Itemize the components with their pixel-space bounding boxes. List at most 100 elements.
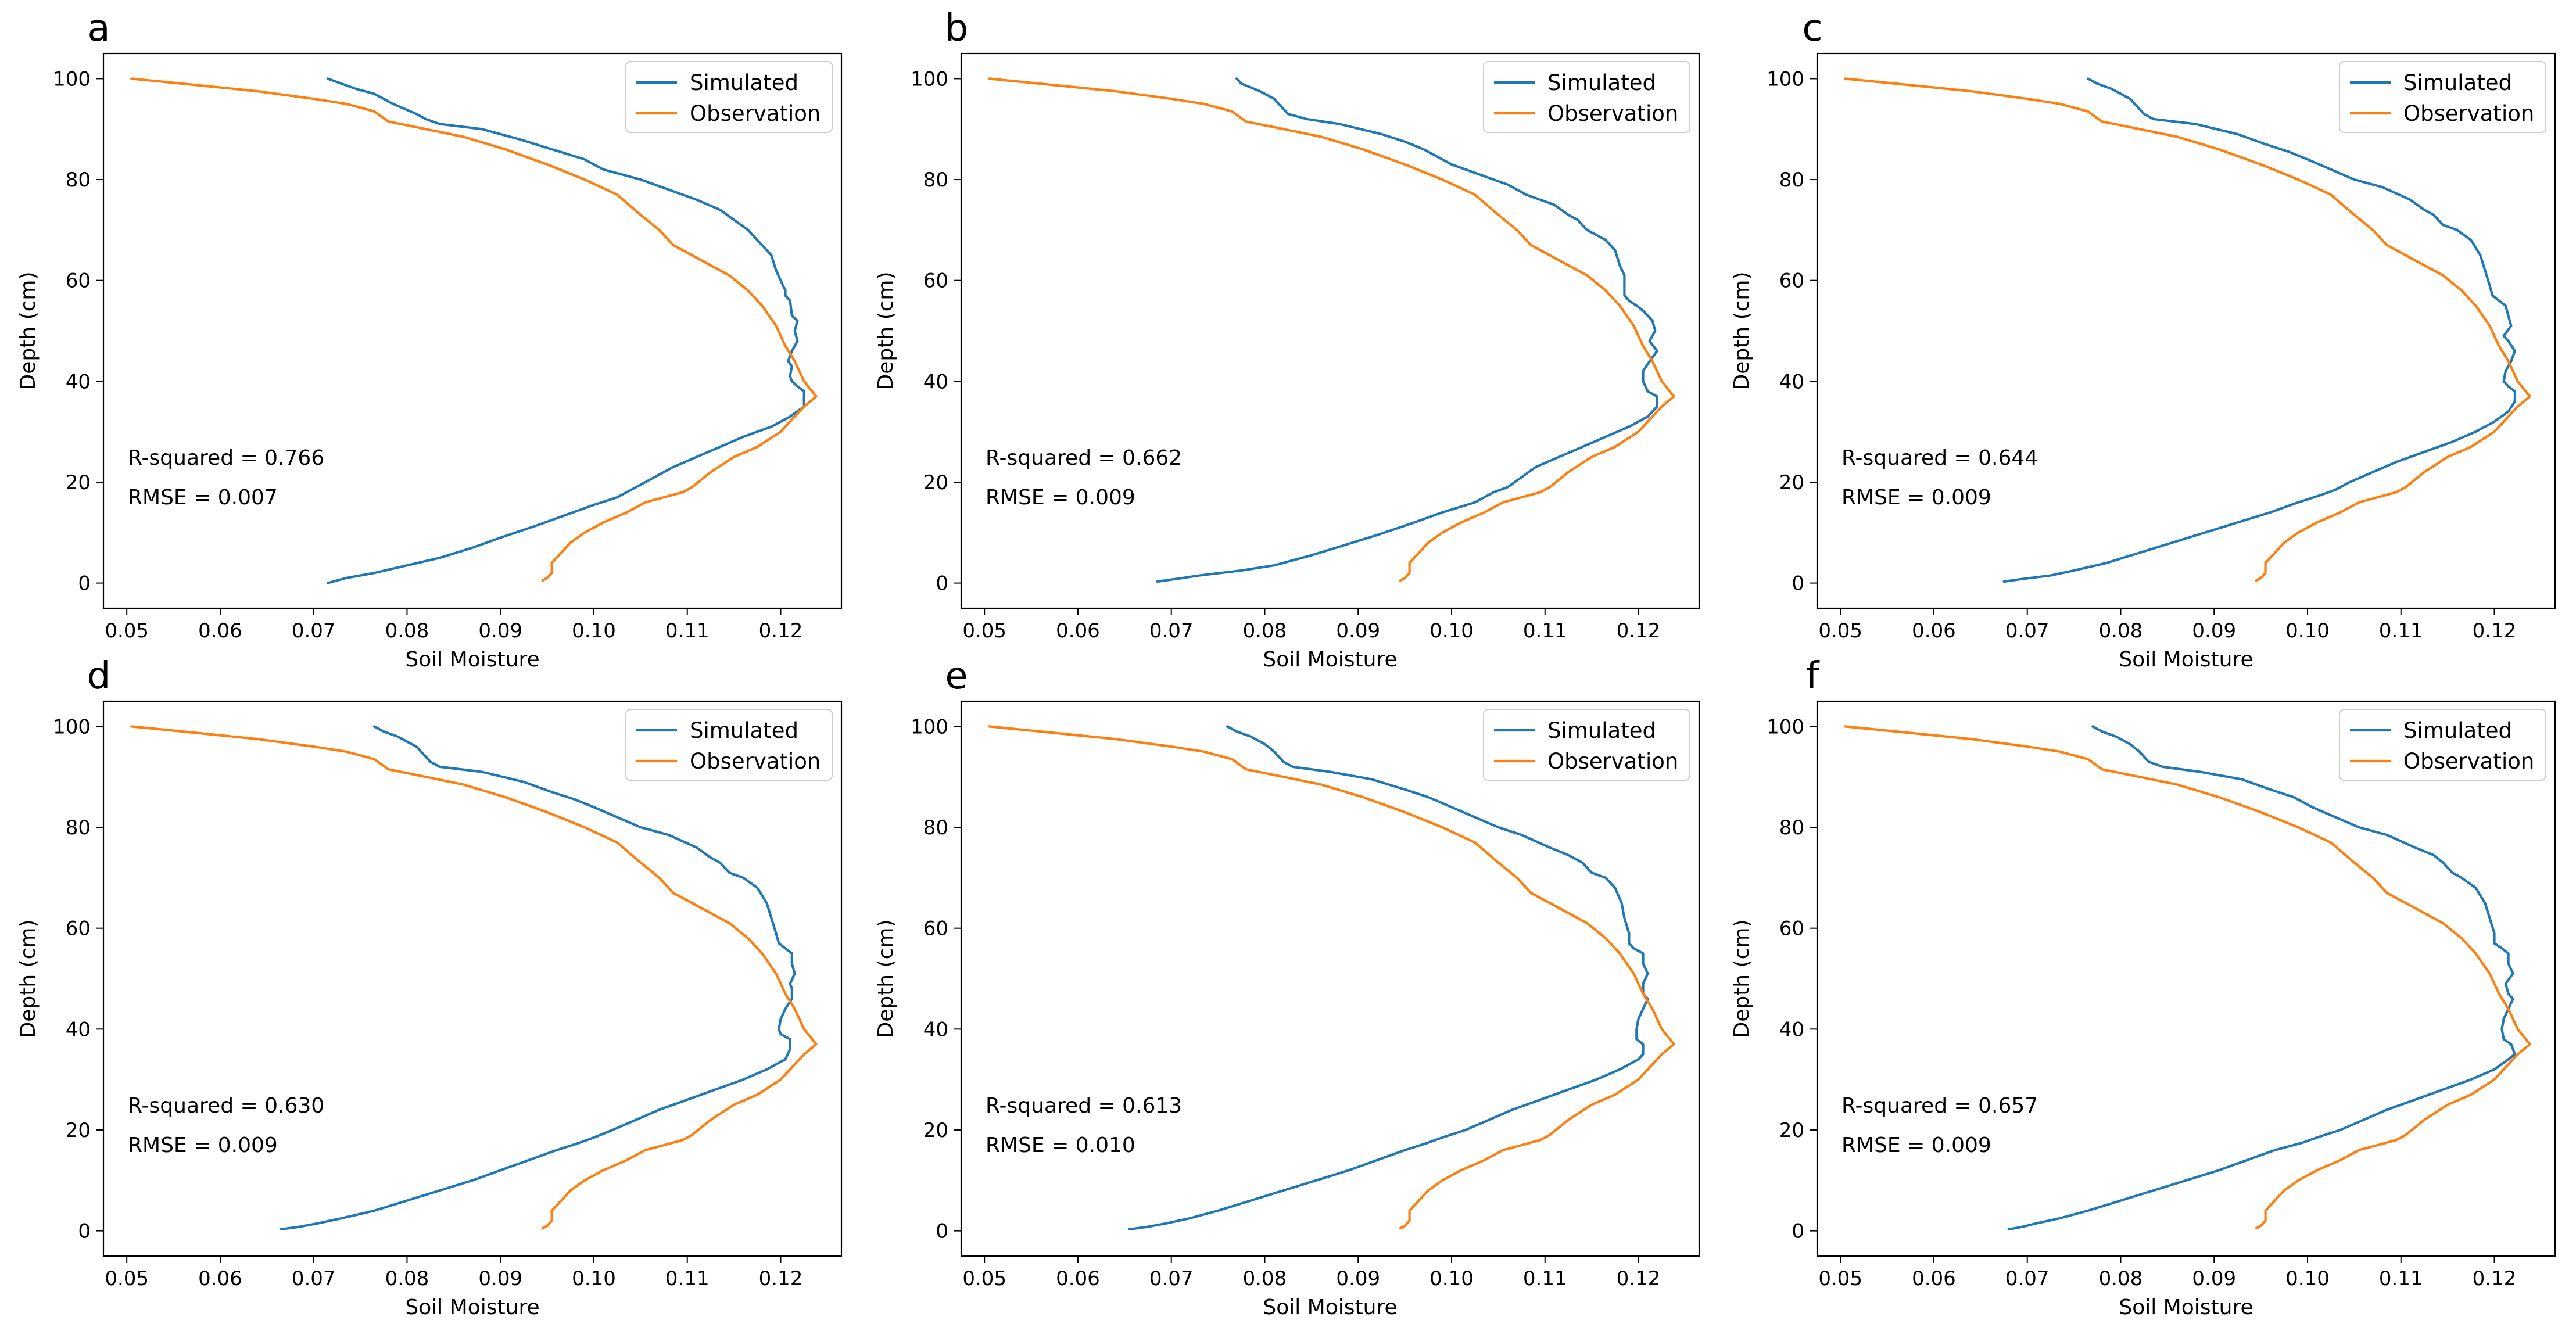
x-tick-label: 0.10 <box>1429 1267 1474 1290</box>
rmse-annotation: RMSE = 0.009 <box>1841 486 1991 510</box>
r-squared-annotation: R-squared = 0.657 <box>1841 1094 2038 1118</box>
y-tick-label: 100 <box>1767 715 1804 738</box>
y-axis-label: Depth (cm) <box>16 919 40 1038</box>
y-tick-label: 40 <box>66 1018 91 1041</box>
x-tick-label: 0.12 <box>759 619 803 643</box>
r-squared-annotation: R-squared = 0.644 <box>1841 446 2038 470</box>
y-tick-label: 80 <box>66 816 91 840</box>
y-tick-label: 0 <box>1792 1220 1804 1243</box>
legend-label: Simulated <box>690 718 798 743</box>
y-tick-label: 60 <box>1779 270 1804 293</box>
series-line-simulated <box>1156 77 1658 583</box>
x-tick-label: 0.11 <box>2379 1267 2423 1290</box>
legend: Simulated Observation <box>625 709 833 781</box>
x-tick-label: 0.05 <box>1818 619 1862 643</box>
x-tick-label: 0.07 <box>1149 619 1194 643</box>
series-line-simulated <box>326 77 805 584</box>
x-tick-label: 0.08 <box>1243 1267 1287 1290</box>
y-tick-label: 0 <box>1792 572 1804 595</box>
y-tick-label: 40 <box>1779 1018 1804 1041</box>
x-tick-label: 0.10 <box>2285 1267 2330 1290</box>
x-tick-label: 0.11 <box>665 1267 710 1290</box>
y-tick-label: 40 <box>923 370 948 393</box>
legend-label: Simulated <box>690 70 798 95</box>
y-tick-label: 20 <box>66 1119 91 1142</box>
y-tick-label: 20 <box>923 471 948 494</box>
panel-letter: b <box>945 7 969 50</box>
panel-letter: e <box>945 655 968 698</box>
panel-a: a 0.05 0.06 0.07 0.08 0.09 0.10 0.11 0.12 0 20 40 60… <box>16 7 843 672</box>
x-tick-label: 0.06 <box>198 1267 242 1290</box>
series-line-simulated <box>2002 77 2516 583</box>
rmse-annotation: RMSE = 0.009 <box>986 486 1135 510</box>
legend: Simulated Observation <box>2339 61 2546 133</box>
y-tick-label: 60 <box>923 917 948 941</box>
y-tick-label: 80 <box>923 168 948 192</box>
x-tick-label: 0.05 <box>105 619 149 643</box>
series-line-observation <box>988 77 1675 582</box>
y-tick-label: 40 <box>66 370 91 393</box>
x-tick-label: 0.10 <box>572 1267 616 1290</box>
legend: Simulated Observation <box>1483 61 1690 133</box>
y-axis-label: Depth (cm) <box>16 271 40 390</box>
legend-box <box>1483 709 1690 781</box>
legend-label: Observation <box>690 749 821 774</box>
r-squared-annotation: R-squared = 0.662 <box>986 446 1182 470</box>
legend-label: Observation <box>1547 749 1678 774</box>
y-tick-label: 100 <box>911 715 948 738</box>
x-tick-label: 0.09 <box>2192 1267 2236 1290</box>
legend-box <box>1483 61 1690 133</box>
r-squared-annotation: R-squared = 0.613 <box>986 1094 1182 1118</box>
legend-label: Observation <box>1547 101 1678 126</box>
axes-frame <box>102 52 843 609</box>
x-tick-label: 0.11 <box>2379 619 2423 643</box>
x-axis-label: Soil Moisture <box>405 648 539 672</box>
x-tick-label: 0.12 <box>1617 1267 1661 1290</box>
legend-label: Simulated <box>1547 70 1656 95</box>
legend-box <box>625 709 833 781</box>
x-tick-label: 0.08 <box>2099 619 2143 643</box>
x-tick-label: 0.08 <box>385 619 429 643</box>
panel-b: b 0.05 0.06 0.07 0.08 0.09 0.10 0.11 0.12 0 20 40 60… <box>874 7 1700 672</box>
x-tick-label: 0.06 <box>1912 619 1956 643</box>
y-tick-label: 60 <box>66 917 91 941</box>
x-axis-label: Soil Moisture <box>405 1296 539 1319</box>
axes-frame <box>1816 700 2556 1257</box>
panel-e: e 0.05 0.06 0.07 0.08 0.09 0.10 0.11 0.12 0 20 40 60… <box>874 655 1700 1319</box>
x-tick-label: 0.12 <box>2473 1267 2517 1290</box>
y-tick-label: 0 <box>78 572 91 595</box>
x-tick-label: 0.05 <box>962 1267 1006 1290</box>
x-tick-label: 0.07 <box>2005 1267 2050 1290</box>
legend-box <box>625 61 833 133</box>
legend-label: Simulated <box>2403 70 2512 95</box>
x-axis-label: Soil Moisture <box>1263 648 1397 672</box>
axes-frame <box>960 52 1700 609</box>
y-tick-label: 20 <box>923 1119 948 1142</box>
panel-c: c 0.05 0.06 0.07 0.08 0.09 0.10 0.11 0.12 0 20 40 60… <box>1730 7 2556 672</box>
legend-label: Simulated <box>1547 718 1656 743</box>
series-line-observation <box>130 77 818 582</box>
x-tick-label: 0.06 <box>1056 619 1100 643</box>
series-line-observation <box>130 725 818 1230</box>
legend-label: Observation <box>2403 101 2534 126</box>
panel-letter: d <box>87 655 111 698</box>
y-tick-label: 80 <box>66 168 91 192</box>
x-tick-label: 0.05 <box>1818 1267 1862 1290</box>
x-axis-label: Soil Moisture <box>1263 1296 1397 1319</box>
y-axis-label: Depth (cm) <box>1730 271 1754 390</box>
series-line-simulated <box>2007 725 2516 1231</box>
y-tick-label: 40 <box>1779 370 1804 393</box>
y-tick-label: 80 <box>923 816 948 840</box>
axes-frame <box>102 700 843 1257</box>
x-tick-label: 0.11 <box>1523 1267 1567 1290</box>
x-tick-label: 0.12 <box>1617 619 1661 643</box>
x-tick-label: 0.09 <box>478 619 522 643</box>
y-tick-label: 80 <box>1779 168 1804 192</box>
y-tick-label: 100 <box>911 67 948 91</box>
x-tick-label: 0.06 <box>198 619 242 643</box>
r-squared-annotation: R-squared = 0.766 <box>128 446 324 470</box>
x-tick-label: 0.08 <box>1243 619 1287 643</box>
y-tick-label: 60 <box>923 270 948 293</box>
r-squared-annotation: R-squared = 0.630 <box>128 1094 324 1118</box>
